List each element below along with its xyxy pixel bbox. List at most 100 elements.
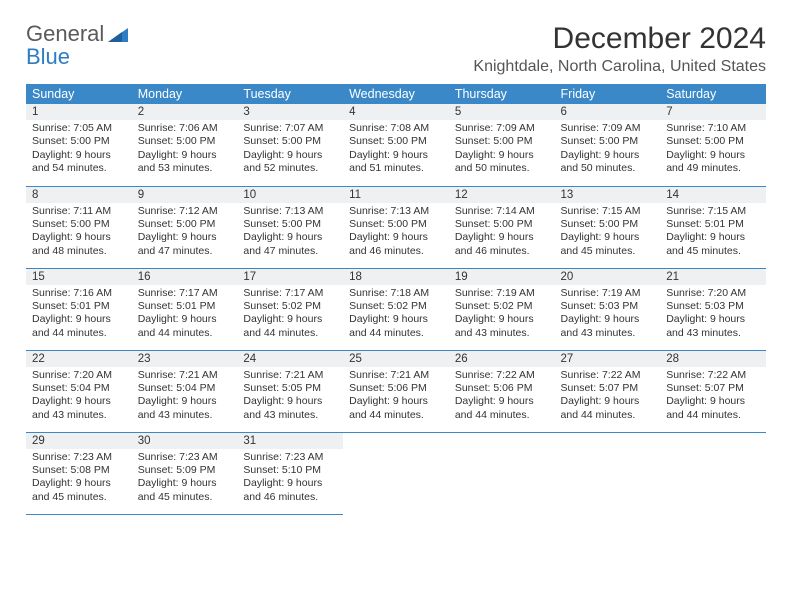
daylight-text: Daylight: 9 hours and 44 minutes.: [666, 395, 760, 422]
daylight-text: Daylight: 9 hours and 52 minutes.: [243, 149, 337, 176]
month-title: December 2024: [473, 22, 766, 56]
calendar-day-cell: 15Sunrise: 7:16 AMSunset: 5:01 PMDayligh…: [26, 268, 132, 350]
calendar-day-cell: 6Sunrise: 7:09 AMSunset: 5:00 PMDaylight…: [555, 104, 661, 186]
sunset-text: Sunset: 5:00 PM: [243, 218, 337, 231]
sunrise-text: Sunrise: 7:19 AM: [455, 287, 549, 300]
calendar-day-cell: [660, 432, 766, 514]
weekday-header: Wednesday: [343, 84, 449, 104]
sunset-text: Sunset: 5:03 PM: [561, 300, 655, 313]
day-details: Sunrise: 7:14 AMSunset: 5:00 PMDaylight:…: [449, 203, 555, 263]
calendar-day-cell: 25Sunrise: 7:21 AMSunset: 5:06 PMDayligh…: [343, 350, 449, 432]
calendar-day-cell: 27Sunrise: 7:22 AMSunset: 5:07 PMDayligh…: [555, 350, 661, 432]
sunset-text: Sunset: 5:00 PM: [561, 218, 655, 231]
weekday-header: Sunday: [26, 84, 132, 104]
calendar-day-cell: 4Sunrise: 7:08 AMSunset: 5:00 PMDaylight…: [343, 104, 449, 186]
day-number: 29: [26, 433, 132, 449]
sunrise-text: Sunrise: 7:22 AM: [455, 369, 549, 382]
calendar-day-cell: 8Sunrise: 7:11 AMSunset: 5:00 PMDaylight…: [26, 186, 132, 268]
day-details: Sunrise: 7:05 AMSunset: 5:00 PMDaylight:…: [26, 120, 132, 180]
calendar-day-cell: 31Sunrise: 7:23 AMSunset: 5:10 PMDayligh…: [237, 432, 343, 514]
calendar-day-cell: 17Sunrise: 7:17 AMSunset: 5:02 PMDayligh…: [237, 268, 343, 350]
day-details: Sunrise: 7:20 AMSunset: 5:03 PMDaylight:…: [660, 285, 766, 345]
daylight-text: Daylight: 9 hours and 45 minutes.: [666, 231, 760, 258]
sunrise-text: Sunrise: 7:13 AM: [349, 205, 443, 218]
weekday-header: Saturday: [660, 84, 766, 104]
day-number: 28: [660, 351, 766, 367]
calendar-table: Sunday Monday Tuesday Wednesday Thursday…: [26, 84, 766, 515]
calendar-day-cell: 10Sunrise: 7:13 AMSunset: 5:00 PMDayligh…: [237, 186, 343, 268]
sunrise-text: Sunrise: 7:17 AM: [138, 287, 232, 300]
title-block: December 2024 Knightdale, North Carolina…: [473, 22, 766, 76]
sunrise-text: Sunrise: 7:09 AM: [561, 122, 655, 135]
sunset-text: Sunset: 5:05 PM: [243, 382, 337, 395]
sunset-text: Sunset: 5:07 PM: [561, 382, 655, 395]
daylight-text: Daylight: 9 hours and 47 minutes.: [138, 231, 232, 258]
sunset-text: Sunset: 5:09 PM: [138, 464, 232, 477]
calendar-day-cell: 18Sunrise: 7:18 AMSunset: 5:02 PMDayligh…: [343, 268, 449, 350]
daylight-text: Daylight: 9 hours and 43 minutes.: [666, 313, 760, 340]
daylight-text: Daylight: 9 hours and 44 minutes.: [243, 313, 337, 340]
sunset-text: Sunset: 5:07 PM: [666, 382, 760, 395]
brand-word-bottom: Blue: [26, 45, 130, 68]
brand-word-top: General: [26, 22, 104, 45]
day-details: Sunrise: 7:11 AMSunset: 5:00 PMDaylight:…: [26, 203, 132, 263]
calendar-day-cell: 19Sunrise: 7:19 AMSunset: 5:02 PMDayligh…: [449, 268, 555, 350]
calendar-day-cell: 16Sunrise: 7:17 AMSunset: 5:01 PMDayligh…: [132, 268, 238, 350]
day-number: 19: [449, 269, 555, 285]
sunset-text: Sunset: 5:01 PM: [666, 218, 760, 231]
daylight-text: Daylight: 9 hours and 51 minutes.: [349, 149, 443, 176]
sunrise-text: Sunrise: 7:23 AM: [138, 451, 232, 464]
daylight-text: Daylight: 9 hours and 44 minutes.: [349, 313, 443, 340]
brand-logo: General Blue: [26, 22, 130, 68]
daylight-text: Daylight: 9 hours and 43 minutes.: [32, 395, 126, 422]
daylight-text: Daylight: 9 hours and 43 minutes.: [243, 395, 337, 422]
day-number: 22: [26, 351, 132, 367]
location-text: Knightdale, North Carolina, United State…: [473, 58, 766, 76]
day-details: Sunrise: 7:13 AMSunset: 5:00 PMDaylight:…: [343, 203, 449, 263]
calendar-day-cell: 12Sunrise: 7:14 AMSunset: 5:00 PMDayligh…: [449, 186, 555, 268]
sunset-text: Sunset: 5:00 PM: [349, 135, 443, 148]
day-number: 17: [237, 269, 343, 285]
day-details: Sunrise: 7:21 AMSunset: 5:06 PMDaylight:…: [343, 367, 449, 427]
day-number: 15: [26, 269, 132, 285]
calendar-day-cell: 2Sunrise: 7:06 AMSunset: 5:00 PMDaylight…: [132, 104, 238, 186]
sunrise-text: Sunrise: 7:23 AM: [243, 451, 337, 464]
day-details: Sunrise: 7:08 AMSunset: 5:00 PMDaylight:…: [343, 120, 449, 180]
daylight-text: Daylight: 9 hours and 44 minutes.: [32, 313, 126, 340]
day-number: 31: [237, 433, 343, 449]
day-number: 30: [132, 433, 238, 449]
sunset-text: Sunset: 5:00 PM: [32, 218, 126, 231]
day-number: 8: [26, 187, 132, 203]
sunset-text: Sunset: 5:02 PM: [349, 300, 443, 313]
day-details: Sunrise: 7:17 AMSunset: 5:01 PMDaylight:…: [132, 285, 238, 345]
calendar-day-cell: 13Sunrise: 7:15 AMSunset: 5:00 PMDayligh…: [555, 186, 661, 268]
day-number: 12: [449, 187, 555, 203]
day-number: 6: [555, 104, 661, 120]
sunrise-text: Sunrise: 7:06 AM: [138, 122, 232, 135]
calendar-day-cell: [343, 432, 449, 514]
sunset-text: Sunset: 5:00 PM: [243, 135, 337, 148]
sunset-text: Sunset: 5:00 PM: [349, 218, 443, 231]
day-number: 5: [449, 104, 555, 120]
sunset-text: Sunset: 5:00 PM: [561, 135, 655, 148]
day-details: Sunrise: 7:23 AMSunset: 5:10 PMDaylight:…: [237, 449, 343, 509]
daylight-text: Daylight: 9 hours and 46 minutes.: [349, 231, 443, 258]
calendar-day-cell: 20Sunrise: 7:19 AMSunset: 5:03 PMDayligh…: [555, 268, 661, 350]
calendar-week-row: 1Sunrise: 7:05 AMSunset: 5:00 PMDaylight…: [26, 104, 766, 186]
day-number: 21: [660, 269, 766, 285]
daylight-text: Daylight: 9 hours and 45 minutes.: [138, 477, 232, 504]
sunrise-text: Sunrise: 7:10 AM: [666, 122, 760, 135]
daylight-text: Daylight: 9 hours and 44 minutes.: [138, 313, 232, 340]
sunset-text: Sunset: 5:00 PM: [138, 135, 232, 148]
sunset-text: Sunset: 5:00 PM: [666, 135, 760, 148]
day-details: Sunrise: 7:06 AMSunset: 5:00 PMDaylight:…: [132, 120, 238, 180]
day-number: 1: [26, 104, 132, 120]
sunset-text: Sunset: 5:01 PM: [32, 300, 126, 313]
calendar-day-cell: 22Sunrise: 7:20 AMSunset: 5:04 PMDayligh…: [26, 350, 132, 432]
calendar-day-cell: 3Sunrise: 7:07 AMSunset: 5:00 PMDaylight…: [237, 104, 343, 186]
sunrise-text: Sunrise: 7:09 AM: [455, 122, 549, 135]
day-details: Sunrise: 7:15 AMSunset: 5:01 PMDaylight:…: [660, 203, 766, 263]
day-number: 10: [237, 187, 343, 203]
calendar-day-cell: 9Sunrise: 7:12 AMSunset: 5:00 PMDaylight…: [132, 186, 238, 268]
calendar-day-cell: 23Sunrise: 7:21 AMSunset: 5:04 PMDayligh…: [132, 350, 238, 432]
